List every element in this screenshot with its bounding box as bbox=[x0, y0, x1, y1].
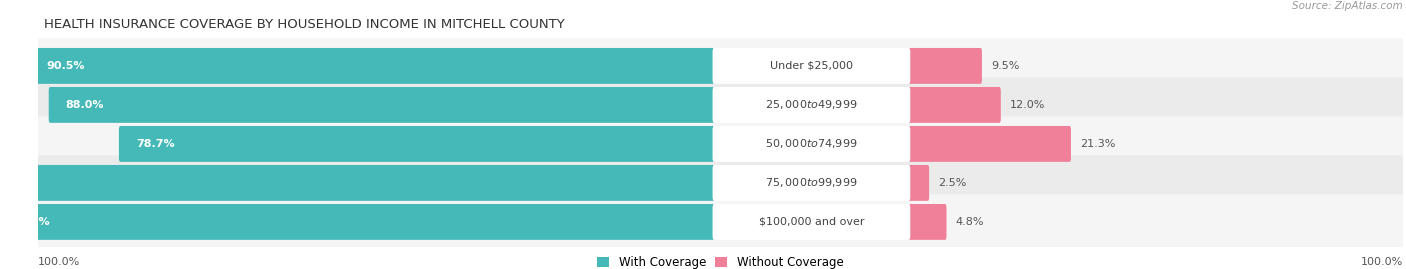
FancyBboxPatch shape bbox=[37, 77, 1405, 133]
Text: 2.5%: 2.5% bbox=[938, 178, 966, 188]
Text: 12.0%: 12.0% bbox=[1010, 100, 1045, 110]
Text: 90.5%: 90.5% bbox=[46, 61, 86, 71]
Text: 21.3%: 21.3% bbox=[1080, 139, 1115, 149]
Text: 9.5%: 9.5% bbox=[991, 61, 1019, 71]
Text: 100.0%: 100.0% bbox=[1361, 257, 1403, 267]
Text: 88.0%: 88.0% bbox=[66, 100, 104, 110]
Text: Source: ZipAtlas.com: Source: ZipAtlas.com bbox=[1292, 1, 1403, 11]
Text: 78.7%: 78.7% bbox=[136, 139, 174, 149]
Text: $25,000 to $49,999: $25,000 to $49,999 bbox=[765, 98, 858, 111]
FancyBboxPatch shape bbox=[49, 87, 716, 123]
FancyBboxPatch shape bbox=[37, 116, 1405, 172]
FancyBboxPatch shape bbox=[713, 87, 910, 123]
FancyBboxPatch shape bbox=[713, 204, 910, 240]
Text: HEALTH INSURANCE COVERAGE BY HOUSEHOLD INCOME IN MITCHELL COUNTY: HEALTH INSURANCE COVERAGE BY HOUSEHOLD I… bbox=[44, 18, 565, 31]
FancyBboxPatch shape bbox=[37, 38, 1405, 94]
FancyBboxPatch shape bbox=[713, 165, 910, 201]
FancyBboxPatch shape bbox=[713, 48, 910, 84]
FancyBboxPatch shape bbox=[908, 165, 929, 201]
Text: 100.0%: 100.0% bbox=[38, 257, 80, 267]
FancyBboxPatch shape bbox=[908, 87, 1001, 123]
FancyBboxPatch shape bbox=[713, 126, 910, 162]
FancyBboxPatch shape bbox=[37, 155, 1405, 211]
Text: 95.2%: 95.2% bbox=[11, 217, 51, 227]
Text: $75,000 to $99,999: $75,000 to $99,999 bbox=[765, 176, 858, 189]
FancyBboxPatch shape bbox=[908, 126, 1071, 162]
FancyBboxPatch shape bbox=[37, 194, 1405, 250]
Text: $50,000 to $74,999: $50,000 to $74,999 bbox=[765, 137, 858, 150]
FancyBboxPatch shape bbox=[30, 48, 716, 84]
Text: Under $25,000: Under $25,000 bbox=[770, 61, 853, 71]
FancyBboxPatch shape bbox=[908, 48, 981, 84]
Legend: With Coverage, Without Coverage: With Coverage, Without Coverage bbox=[598, 256, 844, 269]
Text: 97.5%: 97.5% bbox=[0, 178, 32, 188]
FancyBboxPatch shape bbox=[908, 204, 946, 240]
FancyBboxPatch shape bbox=[120, 126, 716, 162]
Text: 4.8%: 4.8% bbox=[956, 217, 984, 227]
FancyBboxPatch shape bbox=[0, 204, 716, 240]
Text: $100,000 and over: $100,000 and over bbox=[759, 217, 865, 227]
FancyBboxPatch shape bbox=[0, 165, 716, 201]
